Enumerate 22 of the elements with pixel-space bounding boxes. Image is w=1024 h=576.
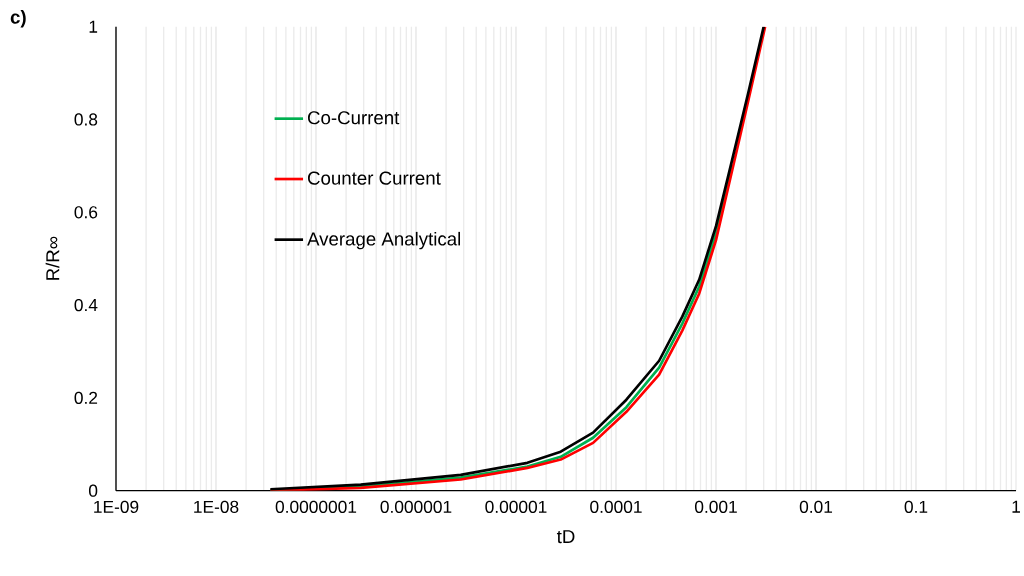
legend-label: Counter Current bbox=[307, 171, 441, 185]
y-tick-label: 1 bbox=[89, 20, 98, 33]
text: c) bbox=[10, 10, 26, 28]
x-tick-label: 1E-08 bbox=[194, 500, 239, 513]
x-tick-label: 0.001 bbox=[694, 500, 737, 513]
y-axis-title: R/R∞ bbox=[45, 236, 60, 280]
legend-label: Average Analytical bbox=[307, 231, 461, 250]
y-tick-label: 0.2 bbox=[74, 391, 98, 404]
x-tick-label: 1 bbox=[1012, 500, 1020, 513]
y-tick-label: 0.4 bbox=[74, 298, 98, 312]
x-tick-label: 0.0000001 bbox=[275, 500, 357, 513]
y-tick-label: 0.8 bbox=[74, 113, 98, 126]
x-tick-label: 0.000001 bbox=[380, 500, 452, 513]
legend-label: Co-Current bbox=[307, 111, 400, 125]
x-tick-label: 0.0001 bbox=[590, 500, 642, 513]
y-tick-label: 0 bbox=[88, 484, 98, 497]
x-tick-label: 1E-09 bbox=[94, 500, 139, 513]
x-tick-label: 0.01 bbox=[799, 500, 833, 513]
x-axis-title: tD bbox=[556, 530, 575, 544]
y-tick-label: 0.6 bbox=[74, 206, 98, 219]
x-tick-label: 0.00001 bbox=[485, 500, 547, 513]
x-tick-label: 0.1 bbox=[904, 500, 928, 513]
